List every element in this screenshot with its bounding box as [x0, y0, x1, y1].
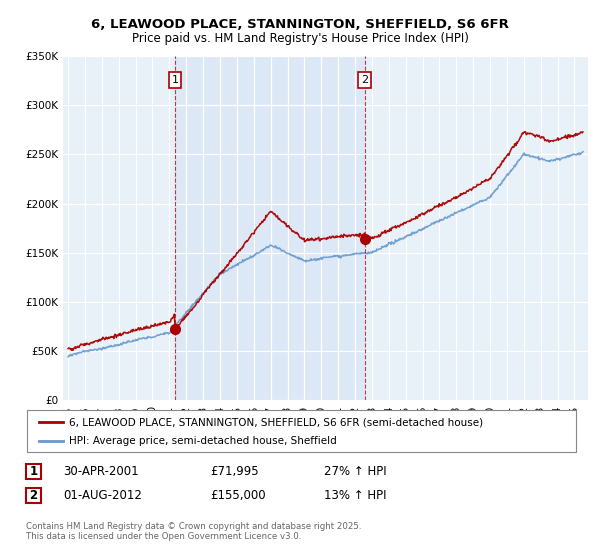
Text: 2: 2 — [29, 489, 38, 502]
Bar — [175, 56, 365, 400]
Text: £155,000: £155,000 — [210, 489, 266, 502]
Text: 6, LEAWOOD PLACE, STANNINGTON, SHEFFIELD, S6 6FR: 6, LEAWOOD PLACE, STANNINGTON, SHEFFIELD… — [91, 18, 509, 31]
Text: £71,995: £71,995 — [210, 465, 259, 478]
Text: Price paid vs. HM Land Registry's House Price Index (HPI): Price paid vs. HM Land Registry's House … — [131, 32, 469, 45]
Text: 2: 2 — [361, 75, 368, 85]
Text: 6, LEAWOOD PLACE, STANNINGTON, SHEFFIELD, S6 6FR (semi-detached house): 6, LEAWOOD PLACE, STANNINGTON, SHEFFIELD… — [69, 417, 483, 427]
Text: 13% ↑ HPI: 13% ↑ HPI — [324, 489, 386, 502]
Text: 30-APR-2001: 30-APR-2001 — [63, 465, 139, 478]
Text: HPI: Average price, semi-detached house, Sheffield: HPI: Average price, semi-detached house,… — [69, 436, 337, 446]
Text: 27% ↑ HPI: 27% ↑ HPI — [324, 465, 386, 478]
Text: 1: 1 — [29, 465, 38, 478]
Text: 1: 1 — [172, 75, 178, 85]
Text: 01-AUG-2012: 01-AUG-2012 — [63, 489, 142, 502]
Text: Contains HM Land Registry data © Crown copyright and database right 2025.
This d: Contains HM Land Registry data © Crown c… — [26, 522, 361, 542]
